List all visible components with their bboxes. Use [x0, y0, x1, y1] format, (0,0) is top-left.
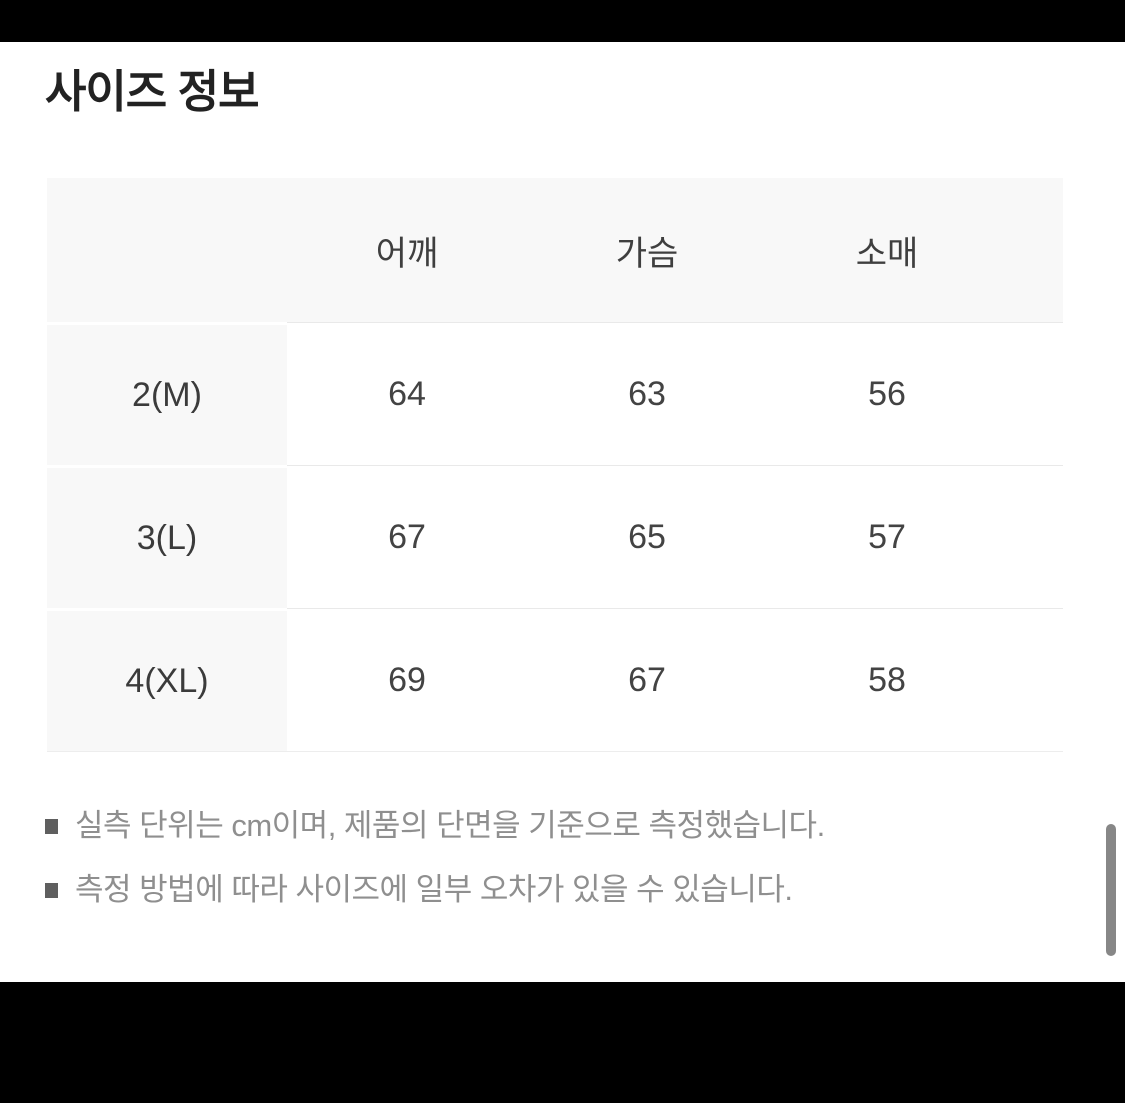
square-bullet-icon [45, 883, 58, 898]
page-title: 사이즈 정보 [45, 66, 260, 117]
sleeve-value: 58 [767, 608, 1007, 751]
table-header-spacer [1007, 178, 1063, 322]
note-text: 측정 방법에 따라 사이즈에 일부 오차가 있을 수 있습니다. [75, 872, 793, 907]
note-item: 실측 단위는 cm이며, 제품의 단면을 기준으로 측정했습니다. [45, 806, 1045, 846]
row-spacer [1007, 465, 1063, 608]
shoulder-value: 69 [287, 608, 527, 751]
size-label: 4(XL) [47, 608, 287, 751]
chest-value: 63 [527, 322, 767, 465]
chest-value: 67 [527, 608, 767, 751]
row-spacer [1007, 322, 1063, 465]
size-label: 3(L) [47, 465, 287, 608]
square-bullet-icon [45, 819, 58, 834]
table-corner-cell [47, 178, 287, 322]
shoulder-value: 67 [287, 465, 527, 608]
bottom-letterbox-bar [0, 982, 1125, 1103]
measurement-notes: 실측 단위는 cm이며, 제품의 단면을 기준으로 측정했습니다. 측정 방법에… [45, 806, 1045, 934]
row-spacer [1007, 608, 1063, 751]
note-text: 실측 단위는 cm이며, 제품의 단면을 기준으로 측정했습니다. [75, 808, 825, 843]
column-header-chest: 가슴 [527, 178, 767, 322]
shoulder-value: 64 [287, 322, 527, 465]
sleeve-value: 57 [767, 465, 1007, 608]
size-label: 2(M) [47, 322, 287, 465]
size-table: 어깨 가슴 소매 2(M) 64 63 56 3(L) 67 65 57 4(X… [47, 178, 1063, 752]
table-row: 2(M) 64 63 56 [47, 322, 1063, 465]
sleeve-value: 56 [767, 322, 1007, 465]
top-letterbox-bar [0, 0, 1125, 42]
table-header-row: 어깨 가슴 소매 [47, 178, 1063, 322]
vertical-scrollbar-thumb[interactable] [1106, 824, 1116, 956]
note-item: 측정 방법에 따라 사이즈에 일부 오차가 있을 수 있습니다. [45, 870, 1045, 910]
chest-value: 65 [527, 465, 767, 608]
column-header-shoulder: 어깨 [287, 178, 527, 322]
table-row: 4(XL) 69 67 58 [47, 608, 1063, 751]
table-row: 3(L) 67 65 57 [47, 465, 1063, 608]
column-header-sleeve: 소매 [767, 178, 1007, 322]
